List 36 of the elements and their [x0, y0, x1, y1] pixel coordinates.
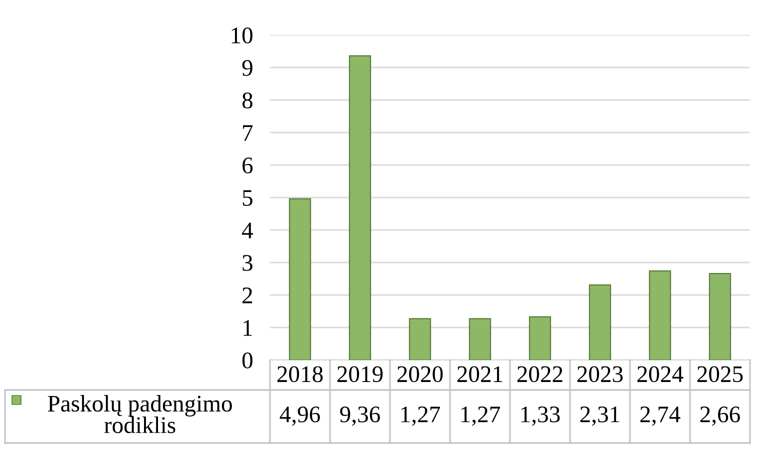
bar — [348, 55, 372, 360]
bar — [288, 198, 312, 360]
data-label: 1,33 — [521, 406, 560, 426]
data-label: 1,27 — [461, 406, 500, 426]
y-tick-label: 1 — [244, 320, 252, 336]
data-label: 2,66 — [700, 406, 740, 426]
y-tick-label: 4 — [242, 222, 253, 238]
x-tick-label: 2025 — [697, 366, 743, 382]
data-label: 1,27 — [401, 406, 440, 426]
x-tick-label: 2020 — [397, 366, 443, 382]
y-tick-label: 9 — [242, 60, 252, 76]
bar — [588, 284, 612, 360]
y-tick-label: 2 — [242, 288, 252, 304]
x-tick-label: 2024 — [637, 366, 684, 382]
x-tick-label: 2018 — [277, 366, 323, 382]
y-tick-label: 8 — [242, 92, 252, 108]
x-tick-label: 2019 — [337, 366, 383, 382]
y-tick-label: 6 — [242, 158, 253, 174]
data-label: 4,96 — [280, 406, 320, 426]
y-tick-label: 5 — [242, 190, 252, 206]
data-label: 2,31 — [580, 406, 620, 426]
data-label: 2,74 — [640, 406, 680, 426]
y-tick-label: 3 — [242, 255, 252, 271]
bar — [408, 318, 432, 360]
y-tick-label: 10 — [232, 27, 252, 44]
y-tick-label: 7 — [243, 125, 253, 141]
legend-label: Paskolų padengimo rodiklis — [48, 395, 232, 434]
x-tick-label: 2023 — [577, 366, 623, 382]
bar — [468, 318, 492, 360]
bar — [648, 270, 672, 360]
data-label: 9,36 — [340, 406, 380, 426]
x-tick-label: 2021 — [457, 366, 502, 382]
x-tick-label: 2022 — [517, 366, 562, 382]
bar — [708, 272, 732, 360]
y-tick-label: 0 — [242, 352, 252, 368]
bar — [528, 316, 552, 360]
